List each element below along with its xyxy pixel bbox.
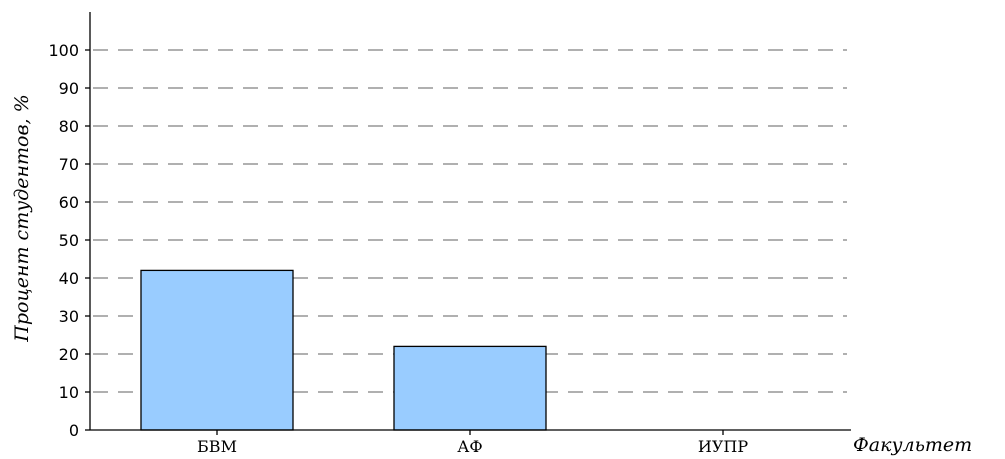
x-tick-labels: БВМ АФ ИУПР <box>197 430 748 456</box>
y-tick-label: 80 <box>59 117 79 136</box>
y-tick-label: 90 <box>59 79 79 98</box>
x-axis-title: Факультет <box>853 434 972 456</box>
y-tick-label: 0 <box>69 421 79 440</box>
y-tick-label: 100 <box>48 41 79 60</box>
bar <box>393 345 547 431</box>
y-tick-label: 20 <box>59 345 79 364</box>
bar <box>140 269 294 431</box>
y-axis-title: Процент студентов, % <box>11 94 33 342</box>
y-tick-labels: 0 10 20 30 40 50 60 70 80 90 100 <box>48 41 90 440</box>
y-tick-label: 60 <box>59 193 79 212</box>
y-tick-label: 70 <box>59 155 79 174</box>
x-tick-label: ИУПР <box>698 437 748 456</box>
y-tick-label: 50 <box>59 231 79 250</box>
bars <box>140 269 547 431</box>
x-tick-label: АФ <box>457 437 482 456</box>
y-tick-label: 30 <box>59 307 79 326</box>
y-tick-label: 10 <box>59 383 79 402</box>
y-tick-label: 40 <box>59 269 79 288</box>
x-tick-label: БВМ <box>197 437 237 456</box>
